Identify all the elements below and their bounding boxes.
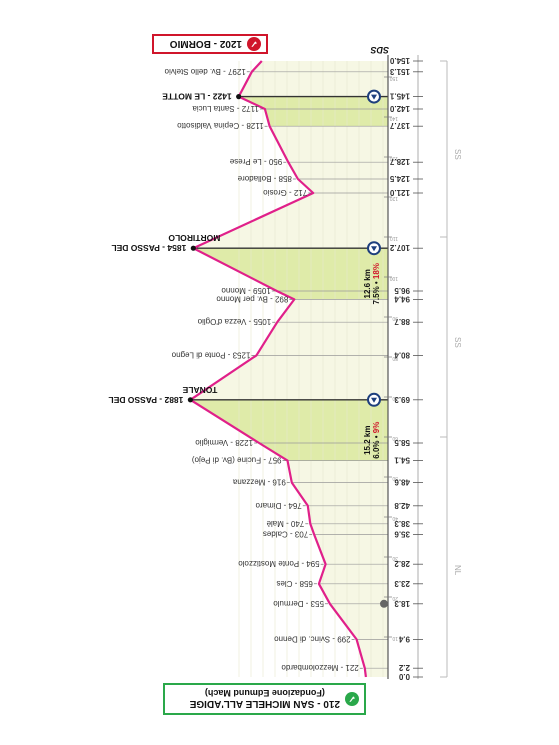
km-tick-label: 54.1 — [394, 456, 410, 465]
km-tick-label: 42.8 — [394, 501, 410, 510]
climb-summit-dot-3 — [236, 94, 242, 100]
km-tick-label: 128.7 — [389, 157, 410, 166]
ruler-tick-label: 60 — [392, 435, 398, 441]
waypoint-label: 658 - Cles — [276, 579, 312, 588]
ruler-tick-label: 90 — [392, 315, 398, 321]
climb-name-1: 1882 - PASSO DEL — [108, 395, 183, 405]
waypoint-label: 858 - Bolladore — [237, 174, 292, 183]
ruler-tick-label: 130 — [389, 155, 398, 161]
climb-summit-dot-2 — [190, 245, 196, 251]
climb-fill-1 — [190, 399, 388, 461]
ruler-tick-label: 150 — [389, 75, 398, 81]
ruler-tick-label: 120 — [389, 195, 398, 201]
ruler-tick-label: 50 — [392, 475, 398, 481]
km-tick-label: 18.3 — [394, 599, 410, 608]
km-tick-label: 96.5 — [394, 286, 410, 295]
route-line — [189, 60, 367, 678]
climb-grade-1: 6.0% • 9% — [372, 422, 381, 459]
waypoint-label: 1253 - Ponte di Legno — [171, 350, 250, 359]
km-tick-label: 48.6 — [394, 478, 410, 487]
start-flag-icon: ✓ — [345, 692, 359, 706]
finish-flag-icon: ✓ — [247, 37, 261, 51]
km-tick-label: 145.1 — [389, 92, 410, 101]
km-tick-label: 154.0 — [389, 56, 410, 65]
climb-grade-2: 7.5% • 18% — [372, 263, 381, 305]
ruler-tick-label: 80 — [392, 355, 398, 361]
km-tick-label: 121.0 — [389, 188, 410, 197]
sponsor-logo: SDS — [370, 45, 389, 55]
gpm-icon-1 — [371, 397, 377, 403]
km-tick-label: 38.3 — [394, 519, 410, 528]
ruler-tick-label: 30 — [392, 555, 398, 561]
km-tick-label: 151.3 — [389, 67, 410, 76]
climb-fill-3 — [238, 96, 388, 127]
km-tick-label: 137.7 — [389, 121, 410, 130]
km-tick-label: 28.2 — [394, 559, 410, 568]
waypoint-label: 957 - Fucine (Bv. di Pejo) — [192, 456, 282, 465]
ruler-tick-label: 100 — [389, 275, 398, 281]
waypoint-label: 594 - Ponte Mostizzolo — [238, 559, 320, 568]
waypoint-label: 916 - Mezzana — [232, 478, 285, 487]
km-tick-label: 58.5 — [394, 438, 410, 447]
waypoint-label: 1059 - Monno — [221, 286, 271, 295]
waypoint-label: 712 - Grosio — [263, 188, 308, 197]
feed-zone-icon — [380, 599, 388, 608]
climb-name-2: 1854 - PASSO DEL — [111, 243, 186, 253]
climb-name-3: 1422 - LE MOTTE — [162, 92, 232, 102]
km-tick-label: 0.0 — [398, 672, 410, 681]
km-tick-label: 88.7 — [394, 317, 410, 326]
gpm-icon-3 — [371, 94, 377, 100]
start-label: 210 - SAN MICHELE ALL'ADIGE — [189, 698, 340, 710]
km-tick-label: 35.6 — [394, 530, 410, 539]
waypoint-label: 892 - Bv. per Monno — [216, 294, 288, 303]
section-label: NL — [453, 565, 462, 576]
km-tick-label: 2.2 — [398, 663, 410, 672]
waypoint-label: 221 - Mezzolombardo — [281, 663, 359, 672]
ruler-tick-label: 40 — [392, 515, 398, 521]
section-label: SS — [453, 337, 462, 348]
km-tick-label: 69.3 — [394, 395, 410, 404]
finish-box: ✓ 1202 - BORMIO — [152, 34, 268, 54]
ruler-tick-label: 20 — [392, 595, 398, 601]
waypoint-label: 1172 - Santa Lucia — [192, 104, 259, 113]
km-tick-label: 9.4 — [398, 634, 410, 643]
profile-fill — [190, 61, 388, 677]
waypoint-label: 1297 - Bv. dello Stelvio — [164, 67, 246, 76]
climb-fill-2 — [193, 248, 388, 300]
finish-label: 1202 - BORMIO — [169, 38, 242, 50]
ruler-tick-label: 110 — [390, 235, 398, 241]
climb-length-2: 12.6 km — [363, 269, 372, 298]
ruler-tick-label: 70 — [392, 395, 398, 401]
km-tick-label: 142.0 — [389, 104, 410, 113]
waypoint-label: 553 - Dermulo — [273, 599, 324, 608]
waypoint-label: 1128 - Cepina Valdisotto — [177, 121, 264, 130]
km-tick-label: 80.4 — [394, 350, 410, 359]
climb-name-line2-2: MORTIROLO — [168, 233, 220, 243]
climb-summit-dot-1 — [187, 397, 193, 403]
km-tick-label: 124.5 — [389, 174, 410, 183]
waypoint-label: 1228 - Vermiglio — [195, 438, 253, 447]
km-tick-label: 94.4 — [394, 294, 410, 303]
waypoint-label: 950 - Le Prese — [229, 157, 282, 166]
waypoint-label: 299 - Svinc. di Denno — [274, 634, 351, 643]
gpm-icon-2 — [371, 246, 377, 252]
start-box: ✓ 210 - SAN MICHELE ALL'ADIGE (Fondazion… — [163, 683, 366, 715]
climb-name-line2-1: TONALE — [182, 385, 217, 395]
climb-length-1: 15.2 km — [363, 426, 372, 455]
section-label: SS — [453, 149, 462, 160]
waypoint-label: 1055 - Vezza d'Oglio — [197, 317, 271, 326]
waypoint-label: 703 - Caldes — [263, 530, 308, 539]
ruler-tick-label: 10 — [392, 635, 398, 641]
waypoint-label: 740 - Malè — [266, 519, 304, 528]
start-sublabel: (Fondazione Edmund Mach) — [204, 688, 325, 699]
km-tick-label: 23.3 — [394, 579, 410, 588]
ruler-tick-label: 140 — [389, 115, 398, 121]
km-tick-label: 107.2 — [389, 243, 410, 252]
waypoint-label: 764 - Dimaro — [255, 501, 302, 510]
